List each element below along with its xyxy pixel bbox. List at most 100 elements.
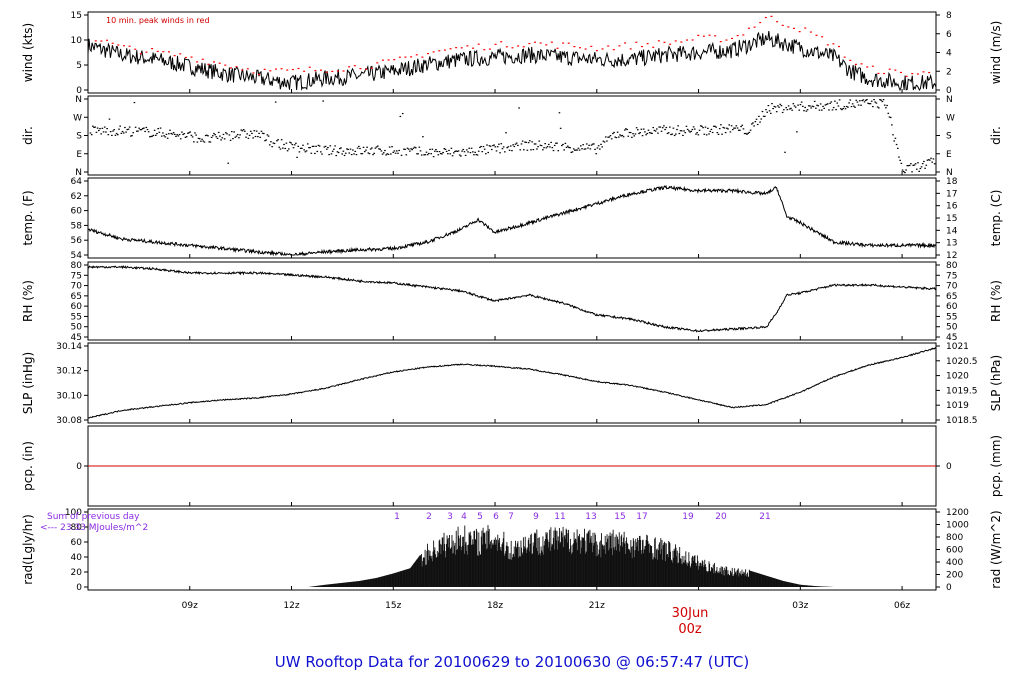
direction-point — [900, 162, 903, 164]
direction-point — [769, 112, 772, 114]
direction-point — [803, 110, 805, 112]
direction-point — [626, 128, 628, 131]
direction-point — [659, 126, 662, 128]
direction-point — [746, 133, 748, 135]
direction-point — [813, 100, 816, 103]
direction-point — [850, 105, 853, 108]
direction-point — [263, 132, 265, 135]
direction-point — [924, 167, 926, 169]
left-tick-label: S — [76, 132, 82, 142]
direction-point — [89, 132, 92, 134]
direction-point — [639, 132, 641, 134]
radiation-hour-label: 11 — [554, 512, 565, 522]
direction-point — [293, 144, 296, 146]
direction-point — [94, 126, 97, 128]
direction-point — [328, 153, 330, 156]
x-tick-label: 18z — [487, 601, 503, 611]
direction-point — [661, 127, 664, 129]
direction-point — [830, 101, 833, 103]
direction-point — [697, 134, 700, 136]
direction-point — [616, 131, 619, 133]
direction-point — [248, 134, 251, 136]
direction-point — [564, 142, 567, 144]
direction-point — [435, 149, 437, 151]
direction-point — [722, 126, 725, 129]
direction-point — [786, 109, 789, 111]
direction-point — [802, 105, 804, 107]
direction-point — [200, 140, 202, 142]
direction-point — [615, 136, 618, 139]
right-tick-label: 800 — [946, 533, 963, 543]
direction-point — [709, 130, 712, 133]
right-tick-label: 6 — [946, 30, 952, 40]
direction-point — [819, 103, 822, 105]
direction-point — [927, 159, 930, 161]
left-tick-label: 30.12 — [56, 367, 82, 377]
direction-point — [828, 109, 830, 111]
direction-point — [674, 133, 677, 135]
direction-point — [918, 170, 920, 172]
direction-point — [455, 150, 457, 152]
direction-point — [895, 143, 898, 146]
right-tick-label: 1000 — [946, 521, 969, 531]
direction-point — [113, 129, 116, 131]
direction-point — [496, 146, 499, 148]
left-tick-label: 65 — [71, 292, 82, 302]
right-tick-label: 18 — [946, 177, 958, 187]
direction-point — [783, 109, 785, 111]
direction-point — [282, 147, 284, 149]
direction-point — [483, 148, 486, 150]
direction-point — [874, 101, 877, 103]
direction-point — [222, 133, 225, 136]
right-tick-label: 1020.5 — [946, 357, 978, 367]
direction-point — [488, 145, 491, 147]
direction-point — [650, 132, 652, 134]
direction-point — [436, 150, 438, 153]
date-sub-label: 00z — [678, 622, 702, 637]
direction-point — [153, 129, 156, 131]
direction-point — [876, 106, 879, 108]
direction-point — [247, 137, 250, 139]
direction-point — [109, 131, 112, 133]
direction-point — [299, 147, 302, 149]
direction-point — [225, 132, 227, 134]
direction-point — [473, 154, 475, 156]
direction-point — [387, 153, 390, 155]
chart-title: UW Rooftop Data for 20100629 to 20100630… — [275, 653, 749, 671]
direction-point — [407, 148, 410, 150]
direction-point — [221, 137, 224, 139]
direction-point — [120, 132, 123, 134]
direction-point — [861, 99, 863, 102]
direction-point — [553, 144, 556, 147]
left-tick-label: 62 — [71, 192, 82, 202]
direction-point — [913, 164, 916, 166]
direction-point — [265, 139, 268, 141]
direction-point — [253, 130, 256, 132]
direction-point — [533, 143, 536, 145]
direction-point — [410, 148, 412, 150]
direction-point — [360, 153, 362, 155]
direction-point — [627, 135, 630, 137]
direction-point — [181, 131, 183, 133]
direction-point — [349, 148, 352, 150]
direction-point — [912, 164, 915, 166]
direction-point — [203, 141, 206, 143]
direction-point — [302, 144, 304, 146]
direction-point — [130, 135, 132, 137]
ylabel-left: RH (%) — [21, 280, 35, 322]
direction-point — [898, 156, 900, 158]
direction-point — [727, 128, 729, 130]
direction-point — [799, 103, 802, 106]
direction-point — [811, 105, 814, 107]
direction-point — [703, 133, 706, 135]
direction-point — [699, 125, 702, 127]
left-tick-label: 15 — [71, 11, 82, 21]
direction-point — [550, 141, 552, 144]
direction-point — [399, 115, 402, 118]
left-tick-label: 0 — [76, 462, 82, 472]
direction-point — [778, 106, 780, 108]
direction-point — [682, 134, 684, 137]
panel-slp: 30.08 30.10 30.12 30.14 1018.5 1019 1019.5 1020… — [21, 342, 1003, 426]
direction-point — [760, 118, 763, 120]
direction-point — [226, 133, 228, 135]
